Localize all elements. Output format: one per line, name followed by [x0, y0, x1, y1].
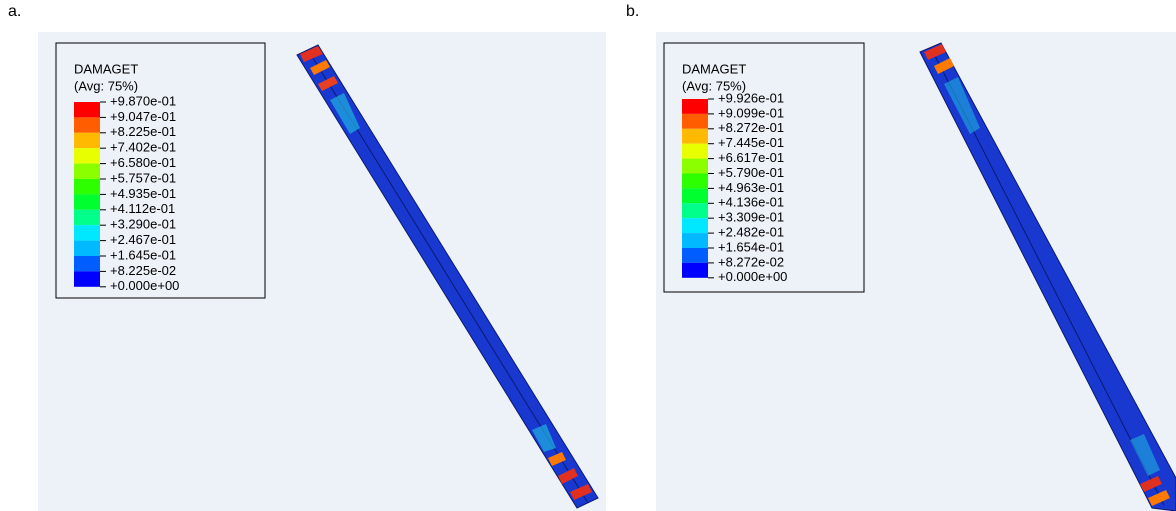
legend-tick-label: +6.617e-01 — [718, 150, 784, 165]
legend-swatch — [682, 248, 708, 263]
legend-swatch — [682, 129, 708, 144]
panel-label: a. — [8, 3, 21, 20]
legend-swatch — [74, 179, 100, 194]
figure: a.DAMAGET(Avg: 75%)+9.870e-01+9.047e-01+… — [0, 0, 1176, 511]
legend-tick-label: +6.580e-01 — [110, 155, 176, 170]
legend-swatch — [74, 117, 100, 132]
legend-swatch — [682, 159, 708, 174]
legend-swatch — [74, 271, 100, 286]
legend-tick-label: +8.225e-01 — [110, 124, 176, 139]
legend-swatch — [74, 210, 100, 225]
legend-tick-label: +3.290e-01 — [110, 217, 176, 232]
legend-tick-label: +4.963e-01 — [718, 180, 784, 195]
legend-swatch — [74, 102, 100, 117]
legend-swatch — [682, 114, 708, 129]
legend-swatch — [682, 188, 708, 203]
legend-title: DAMAGET — [74, 61, 138, 76]
legend-tick-label: +4.136e-01 — [718, 195, 784, 210]
legend-tick-label: +0.000e+00 — [110, 278, 179, 293]
legend-tick-label: +1.654e-01 — [718, 239, 784, 254]
legend-swatch — [682, 99, 708, 114]
legend-swatch — [682, 144, 708, 159]
legend-tick-label: +7.402e-01 — [110, 140, 176, 155]
legend-tick-label: +9.099e-01 — [718, 105, 784, 120]
legend-tick-label: +7.445e-01 — [718, 135, 784, 150]
legend-tick-label: +4.112e-01 — [110, 201, 175, 216]
legend-swatch — [74, 133, 100, 148]
legend-tick-label: +3.309e-01 — [718, 210, 784, 225]
legend-swatch — [74, 164, 100, 179]
legend-swatch — [74, 256, 100, 271]
legend-swatch — [682, 263, 708, 278]
legend-tick-label: +2.467e-01 — [110, 232, 176, 247]
legend-swatch — [74, 194, 100, 209]
legend-swatch — [74, 225, 100, 240]
legend-swatch — [74, 148, 100, 163]
legend-swatch — [682, 233, 708, 248]
legend-tick-label: +8.272e-01 — [718, 120, 784, 135]
legend-tick-label: +1.645e-01 — [110, 247, 176, 262]
legend-tick-label: +8.272e-02 — [718, 254, 784, 269]
legend-swatch — [682, 218, 708, 233]
legend-tick-label: +9.870e-01 — [110, 93, 176, 108]
legend-tick-label: +2.482e-01 — [718, 225, 784, 240]
legend-swatch — [682, 174, 708, 189]
panel-label: b. — [626, 3, 639, 20]
legend-tick-label: +9.047e-01 — [110, 109, 176, 124]
legend-swatch — [74, 241, 100, 256]
legend-tick-label: +0.000e+00 — [718, 269, 787, 284]
legend-tick-label: +4.935e-01 — [110, 186, 176, 201]
legend-title: DAMAGET — [682, 61, 746, 76]
legend-tick-label: +8.225e-02 — [110, 263, 176, 278]
legend-tick-label: +5.757e-01 — [110, 170, 176, 185]
legend-subtitle: (Avg: 75%) — [74, 78, 138, 93]
legend-swatch — [682, 203, 708, 218]
legend-tick-label: +9.926e-01 — [718, 90, 784, 105]
legend-tick-label: +5.790e-01 — [718, 165, 784, 180]
